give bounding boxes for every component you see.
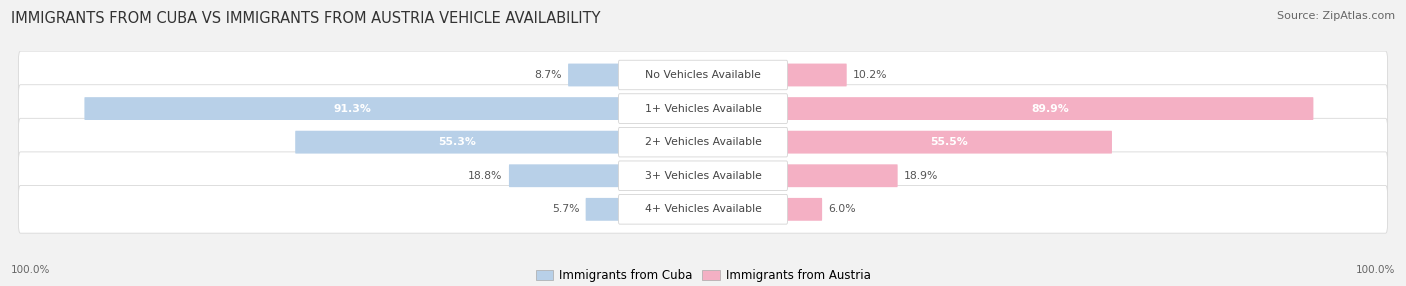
Text: 3+ Vehicles Available: 3+ Vehicles Available	[644, 171, 762, 181]
Text: 18.9%: 18.9%	[904, 171, 938, 181]
FancyBboxPatch shape	[786, 198, 823, 221]
Text: 4+ Vehicles Available: 4+ Vehicles Available	[644, 204, 762, 214]
FancyBboxPatch shape	[786, 164, 897, 187]
FancyBboxPatch shape	[619, 127, 787, 157]
FancyBboxPatch shape	[619, 94, 787, 123]
Text: 1+ Vehicles Available: 1+ Vehicles Available	[644, 104, 762, 114]
FancyBboxPatch shape	[786, 131, 1112, 154]
FancyBboxPatch shape	[18, 186, 1388, 233]
Text: 8.7%: 8.7%	[534, 70, 562, 80]
Text: 100.0%: 100.0%	[11, 265, 51, 275]
Text: 91.3%: 91.3%	[333, 104, 371, 114]
Text: 2+ Vehicles Available: 2+ Vehicles Available	[644, 137, 762, 147]
Text: 10.2%: 10.2%	[853, 70, 887, 80]
FancyBboxPatch shape	[619, 60, 787, 90]
Text: 18.8%: 18.8%	[468, 171, 502, 181]
Legend: Immigrants from Cuba, Immigrants from Austria: Immigrants from Cuba, Immigrants from Au…	[531, 265, 875, 286]
FancyBboxPatch shape	[786, 97, 1313, 120]
Text: 55.5%: 55.5%	[931, 137, 967, 147]
FancyBboxPatch shape	[84, 97, 620, 120]
Text: No Vehicles Available: No Vehicles Available	[645, 70, 761, 80]
Text: IMMIGRANTS FROM CUBA VS IMMIGRANTS FROM AUSTRIA VEHICLE AVAILABILITY: IMMIGRANTS FROM CUBA VS IMMIGRANTS FROM …	[11, 11, 600, 26]
Text: 6.0%: 6.0%	[828, 204, 856, 214]
FancyBboxPatch shape	[509, 164, 620, 187]
Text: 89.9%: 89.9%	[1031, 104, 1069, 114]
FancyBboxPatch shape	[18, 152, 1388, 200]
FancyBboxPatch shape	[295, 131, 620, 154]
FancyBboxPatch shape	[786, 63, 846, 86]
FancyBboxPatch shape	[18, 85, 1388, 132]
Text: 55.3%: 55.3%	[439, 137, 477, 147]
Text: Source: ZipAtlas.com: Source: ZipAtlas.com	[1277, 11, 1395, 21]
FancyBboxPatch shape	[568, 63, 620, 86]
FancyBboxPatch shape	[18, 51, 1388, 99]
FancyBboxPatch shape	[619, 161, 787, 190]
FancyBboxPatch shape	[586, 198, 620, 221]
FancyBboxPatch shape	[619, 194, 787, 224]
Text: 5.7%: 5.7%	[551, 204, 579, 214]
Text: 100.0%: 100.0%	[1355, 265, 1395, 275]
FancyBboxPatch shape	[18, 118, 1388, 166]
